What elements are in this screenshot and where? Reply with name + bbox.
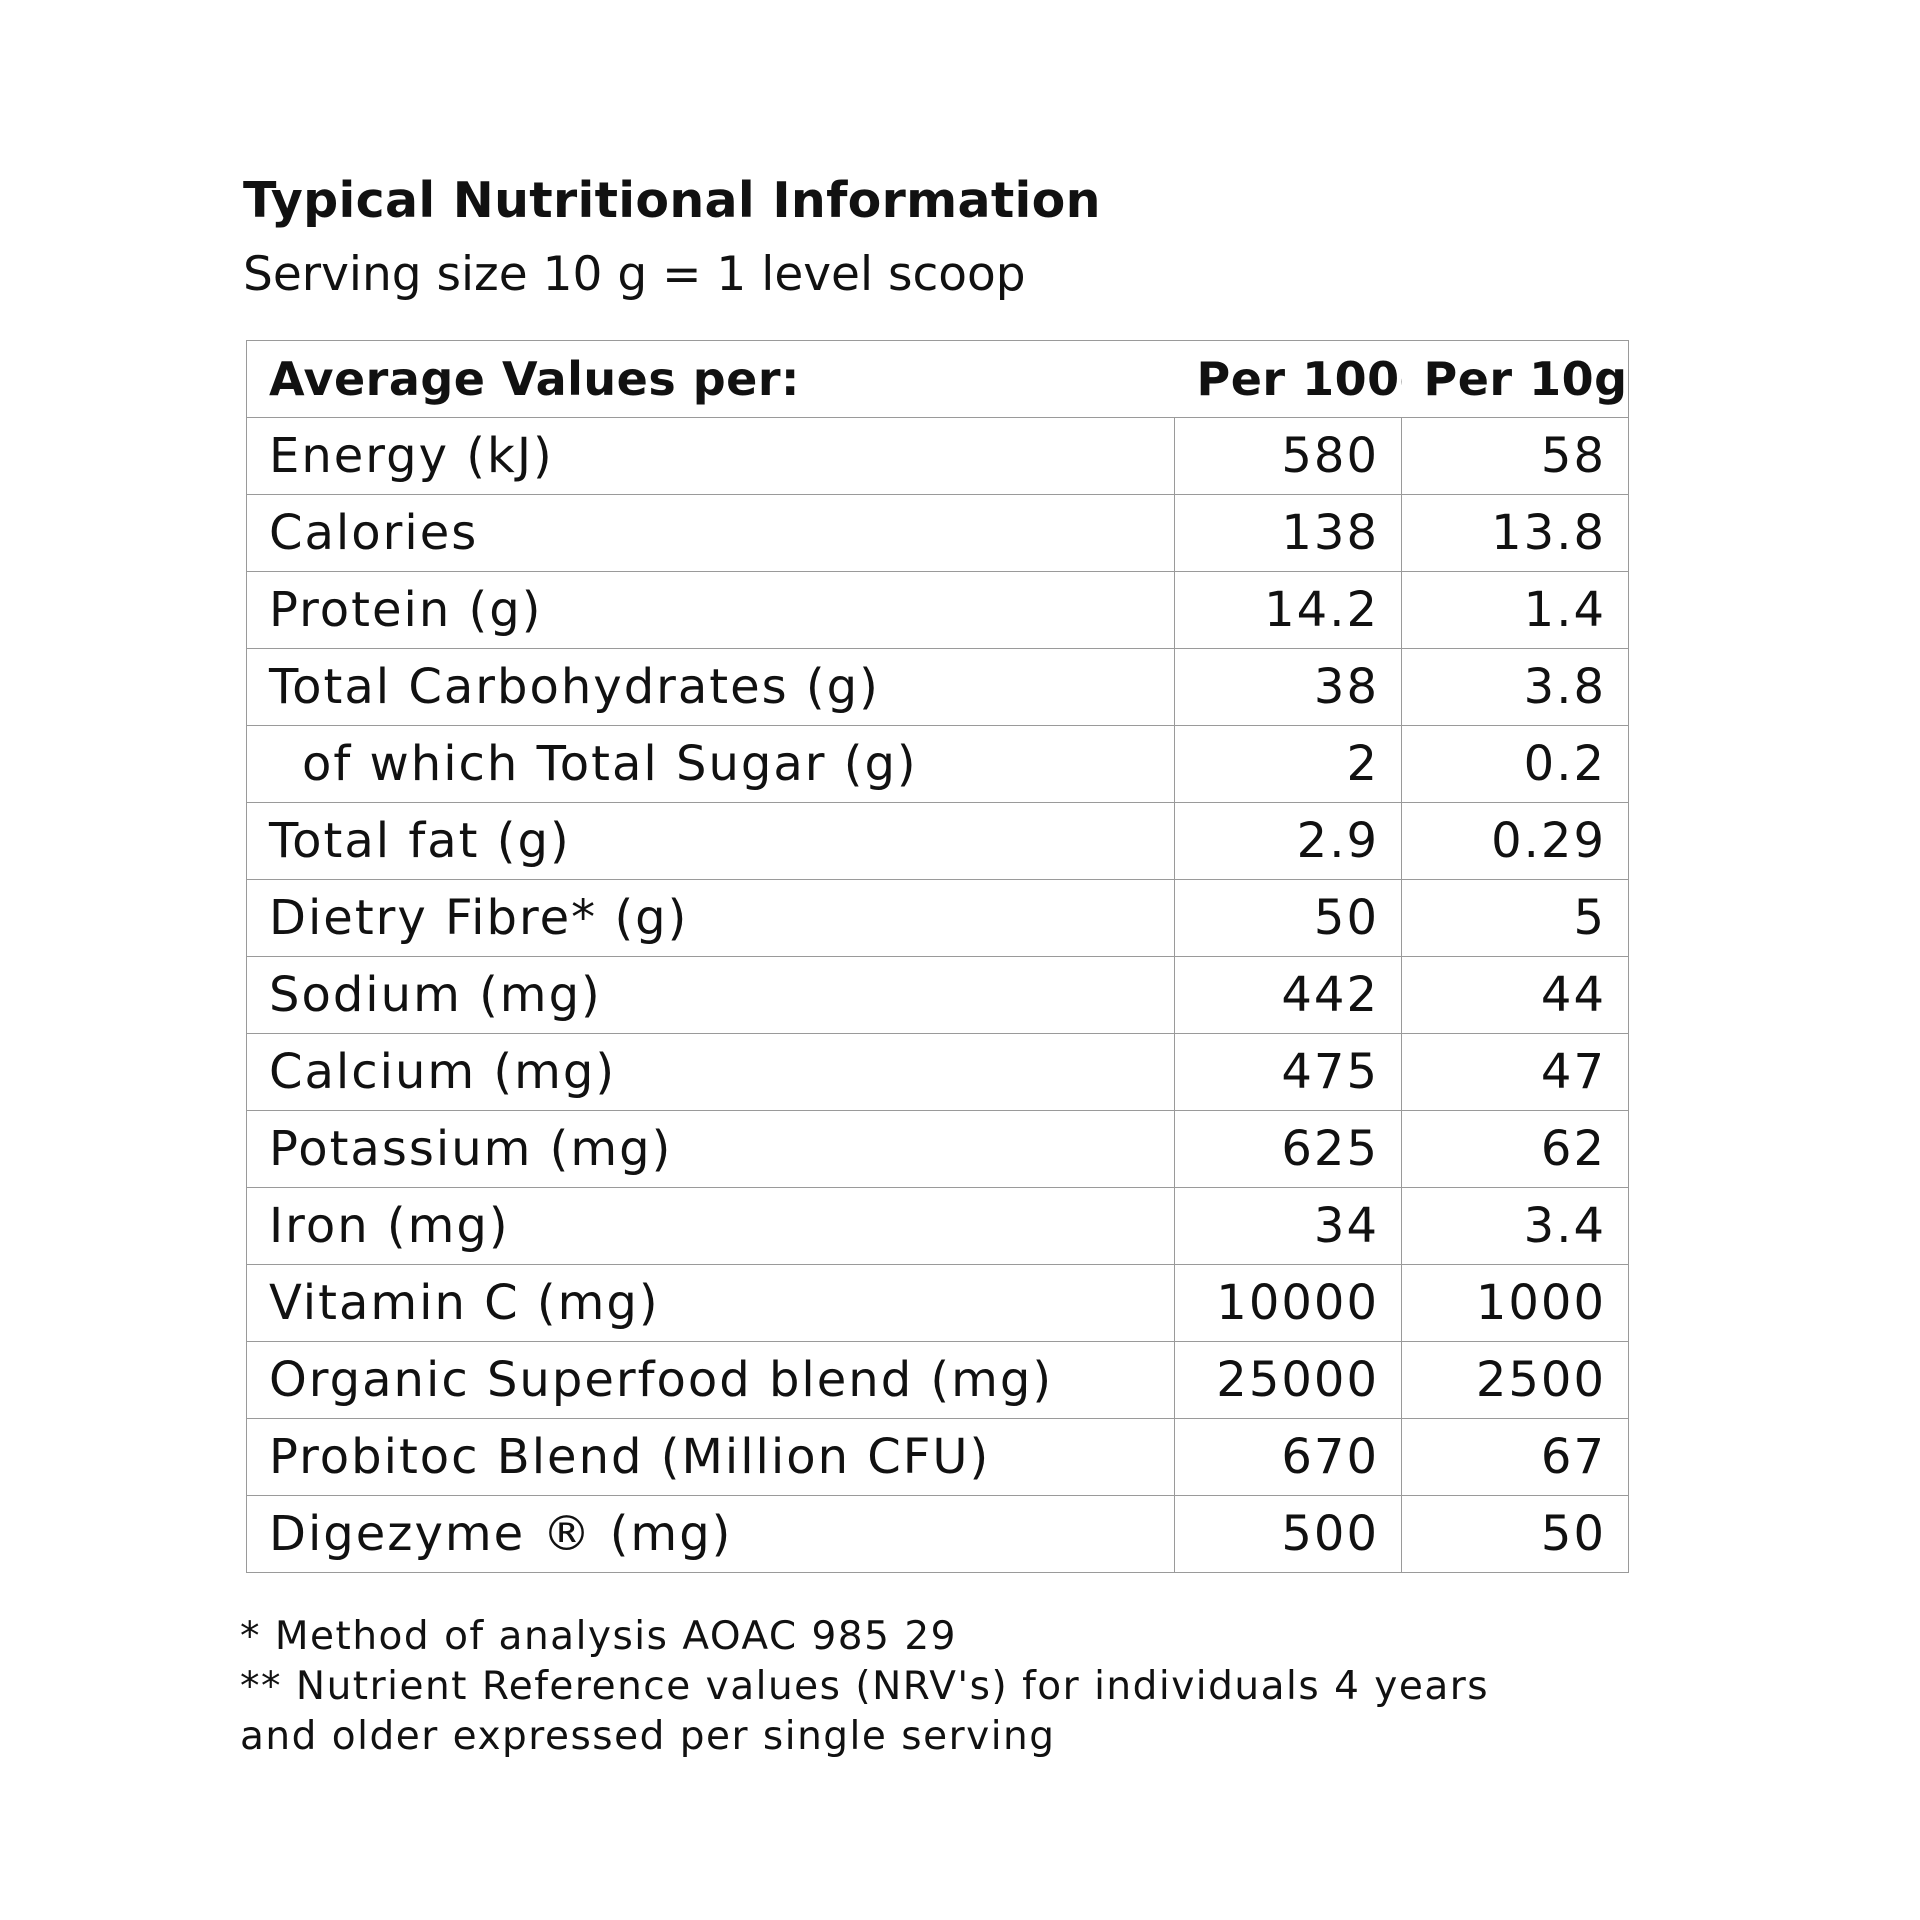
footnote-nrv: ** Nutrient Reference values (NRV's) for… (240, 1664, 1490, 1709)
value-per100g: 670 (1174, 1418, 1402, 1496)
value-per10g: 3.8 (1401, 648, 1629, 726)
value-per10g: 3.4 (1401, 1187, 1629, 1265)
table-row: of which Total Sugar (g) 2 0.2 (246, 725, 1629, 803)
table-row: Sodium (mg) 442 44 (246, 956, 1629, 1034)
value-per10g: 1.4 (1401, 571, 1629, 649)
value-per10g: 1000 (1401, 1264, 1629, 1342)
footnotes: * Method of analysis AOAC 985 29 ** Nutr… (240, 1612, 1489, 1762)
nutrient-label: Calories (246, 494, 1175, 572)
nutrient-label: Dietry Fibre* (g) (246, 879, 1175, 957)
value-per100g: 14.2 (1174, 571, 1402, 649)
value-per100g: 500 (1174, 1495, 1402, 1573)
table-row: Protein (g) 14.2 1.4 (246, 571, 1629, 649)
value-per100g: 625 (1174, 1110, 1402, 1188)
table-row: Total Carbohydrates (g) 38 3.8 (246, 648, 1629, 726)
page-title: Typical Nutritional Information (243, 172, 1101, 229)
table-row: Vitamin C (mg) 10000 1000 (246, 1264, 1629, 1342)
table-row: Digezyme ® (mg) 500 50 (246, 1495, 1629, 1573)
footnote-nrv-continued: and older expressed per single serving (240, 1714, 1056, 1759)
value-per100g: 442 (1174, 956, 1402, 1034)
nutrient-label: Total Carbohydrates (g) (246, 648, 1175, 726)
table-row: Energy (kJ) 580 58 (246, 417, 1629, 495)
value-per10g: 5 (1401, 879, 1629, 957)
nutrient-label: Probitoc Blend (Million CFU) (246, 1418, 1175, 1496)
value-per100g: 475 (1174, 1033, 1402, 1111)
table-row: Calories 138 13.8 (246, 494, 1629, 572)
nutrient-label: Total fat (g) (246, 802, 1175, 880)
value-per10g: 67 (1401, 1418, 1629, 1496)
value-per100g: 34 (1174, 1187, 1402, 1265)
column-header-label: Average Values per: (246, 340, 1175, 418)
value-per10g: 47 (1401, 1033, 1629, 1111)
table-row: Potassium (mg) 625 62 (246, 1110, 1629, 1188)
nutrient-label: Calcium (mg) (246, 1033, 1175, 1111)
table-row: Iron (mg) 34 3.4 (246, 1187, 1629, 1265)
nutrient-label: Iron (mg) (246, 1187, 1175, 1265)
value-per10g: 0.29 (1401, 802, 1629, 880)
nutrient-label: Vitamin C (mg) (246, 1264, 1175, 1342)
serving-size: Serving size 10 g = 1 level scoop (243, 247, 1026, 302)
value-per100g: 10000 (1174, 1264, 1402, 1342)
value-per100g: 2.9 (1174, 802, 1402, 880)
table-row: Dietry Fibre* (g) 50 5 (246, 879, 1629, 957)
nutrient-label: Protein (g) (246, 571, 1175, 649)
value-per100g: 580 (1174, 417, 1402, 495)
column-header-per100g: Per 100g (1174, 340, 1402, 418)
value-per10g: 50 (1401, 1495, 1629, 1573)
nutrient-label: Sodium (mg) (246, 956, 1175, 1034)
value-per10g: 44 (1401, 956, 1629, 1034)
value-per100g: 138 (1174, 494, 1402, 572)
value-per100g: 25000 (1174, 1341, 1402, 1419)
value-per100g: 2 (1174, 725, 1402, 803)
nutrition-table: Average Values per: Per 100g Per 10g Ene… (246, 340, 1629, 1573)
nutrient-label: Potassium (mg) (246, 1110, 1175, 1188)
column-header-per10g: Per 10g (1401, 340, 1629, 418)
nutrient-label: Organic Superfood blend (mg) (246, 1341, 1175, 1419)
value-per100g: 38 (1174, 648, 1402, 726)
table-row: Organic Superfood blend (mg) 25000 2500 (246, 1341, 1629, 1419)
nutrient-label: Digezyme ® (mg) (246, 1495, 1175, 1573)
table-header-row: Average Values per: Per 100g Per 10g (246, 340, 1629, 418)
value-per10g: 0.2 (1401, 725, 1629, 803)
table-row: Total fat (g) 2.9 0.29 (246, 802, 1629, 880)
nutrient-label: Energy (kJ) (246, 417, 1175, 495)
value-per100g: 50 (1174, 879, 1402, 957)
value-per10g: 2500 (1401, 1341, 1629, 1419)
nutrient-label: of which Total Sugar (g) (246, 725, 1175, 803)
table-row: Calcium (mg) 475 47 (246, 1033, 1629, 1111)
value-per10g: 62 (1401, 1110, 1629, 1188)
footnote-analysis-method: * Method of analysis AOAC 985 29 (240, 1614, 957, 1659)
table-row: Probitoc Blend (Million CFU) 670 67 (246, 1418, 1629, 1496)
value-per10g: 58 (1401, 417, 1629, 495)
value-per10g: 13.8 (1401, 494, 1629, 572)
